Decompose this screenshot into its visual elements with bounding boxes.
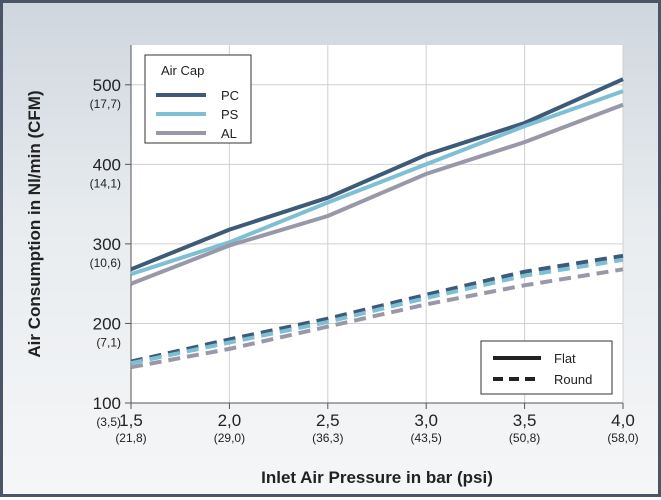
legend-air-cap-title: Air Cap — [161, 63, 204, 78]
line-chart: 1,5(21,8)2,0(29,0)2,5(36,3)3,0(43,5)3,5(… — [25, 45, 639, 487]
y-tick-label: 400 — [93, 155, 121, 174]
y-tick-sublabel: (7,1) — [96, 335, 121, 349]
x-tick-label: 3,0 — [414, 411, 438, 430]
x-tick-label: 2,0 — [218, 411, 242, 430]
x-tick-sublabel: (36,3) — [312, 431, 343, 445]
series-line-ps-flat — [130, 89, 624, 277]
x-tick-sublabel: (43,5) — [411, 431, 442, 445]
y-axis-ticks: 100 (3,5) 200 (7,1) 300 (10,6) 400 (14,1) 500 (17… — [90, 76, 131, 429]
legend-air-cap-box — [144, 54, 252, 144]
y-tick-label: 500 — [93, 76, 121, 95]
x-tick-label: 4,0 — [611, 411, 635, 430]
legend-air-cap: Air Cap PC PS AL — [144, 54, 252, 144]
legend-air-cap-entries: PC PS AL — [156, 88, 239, 141]
y-axis-title: Air Consumption in Nl/min (CFM) — [25, 90, 44, 357]
grid — [130, 45, 624, 404]
x-axis-title: Inlet Air Pressure in bar (psi) — [261, 468, 493, 487]
series-lines — [130, 77, 624, 370]
y-tick-label: 300 — [93, 235, 121, 254]
legend-style-box — [480, 340, 613, 395]
y-tick-sublabel: (17,7) — [90, 97, 121, 111]
x-tick-label: 3,5 — [513, 411, 537, 430]
legend-style-entries: Flat Round — [493, 351, 592, 387]
legend-label-pc: PC — [221, 88, 239, 103]
legend-label-round: Round — [554, 372, 592, 387]
y-tick-label: 100 — [93, 394, 121, 413]
y-tick-sublabel: (10,6) — [90, 256, 121, 270]
x-tick-sublabel: (29,0) — [214, 431, 245, 445]
legend-label-ps: PS — [221, 107, 239, 122]
y-tick-label: 200 — [93, 314, 121, 333]
y-tick-sublabel: (3,5) — [96, 415, 121, 429]
legend-label-flat: Flat — [554, 351, 576, 366]
legend-style: Flat Round — [480, 340, 613, 395]
series-line-ps-round — [130, 257, 624, 366]
series-line-al-round — [130, 267, 624, 370]
x-axis-ticks: 1,5(21,8)2,0(29,0)2,5(36,3)3,0(43,5)3,5(… — [115, 403, 639, 445]
x-tick-sublabel: (58,0) — [607, 431, 638, 445]
x-tick-label: 1,5 — [119, 411, 143, 430]
x-tick-label: 2,5 — [316, 411, 340, 430]
axes — [130, 45, 623, 404]
x-tick-sublabel: (50,8) — [509, 431, 540, 445]
legend-label-al: AL — [221, 126, 237, 141]
x-tick-sublabel: (21,8) — [115, 431, 146, 445]
series-line-pc-round — [130, 253, 624, 364]
series-line-pc-flat — [130, 77, 624, 272]
y-tick-sublabel: (14,1) — [90, 176, 121, 190]
series-line-al-flat — [130, 102, 624, 286]
